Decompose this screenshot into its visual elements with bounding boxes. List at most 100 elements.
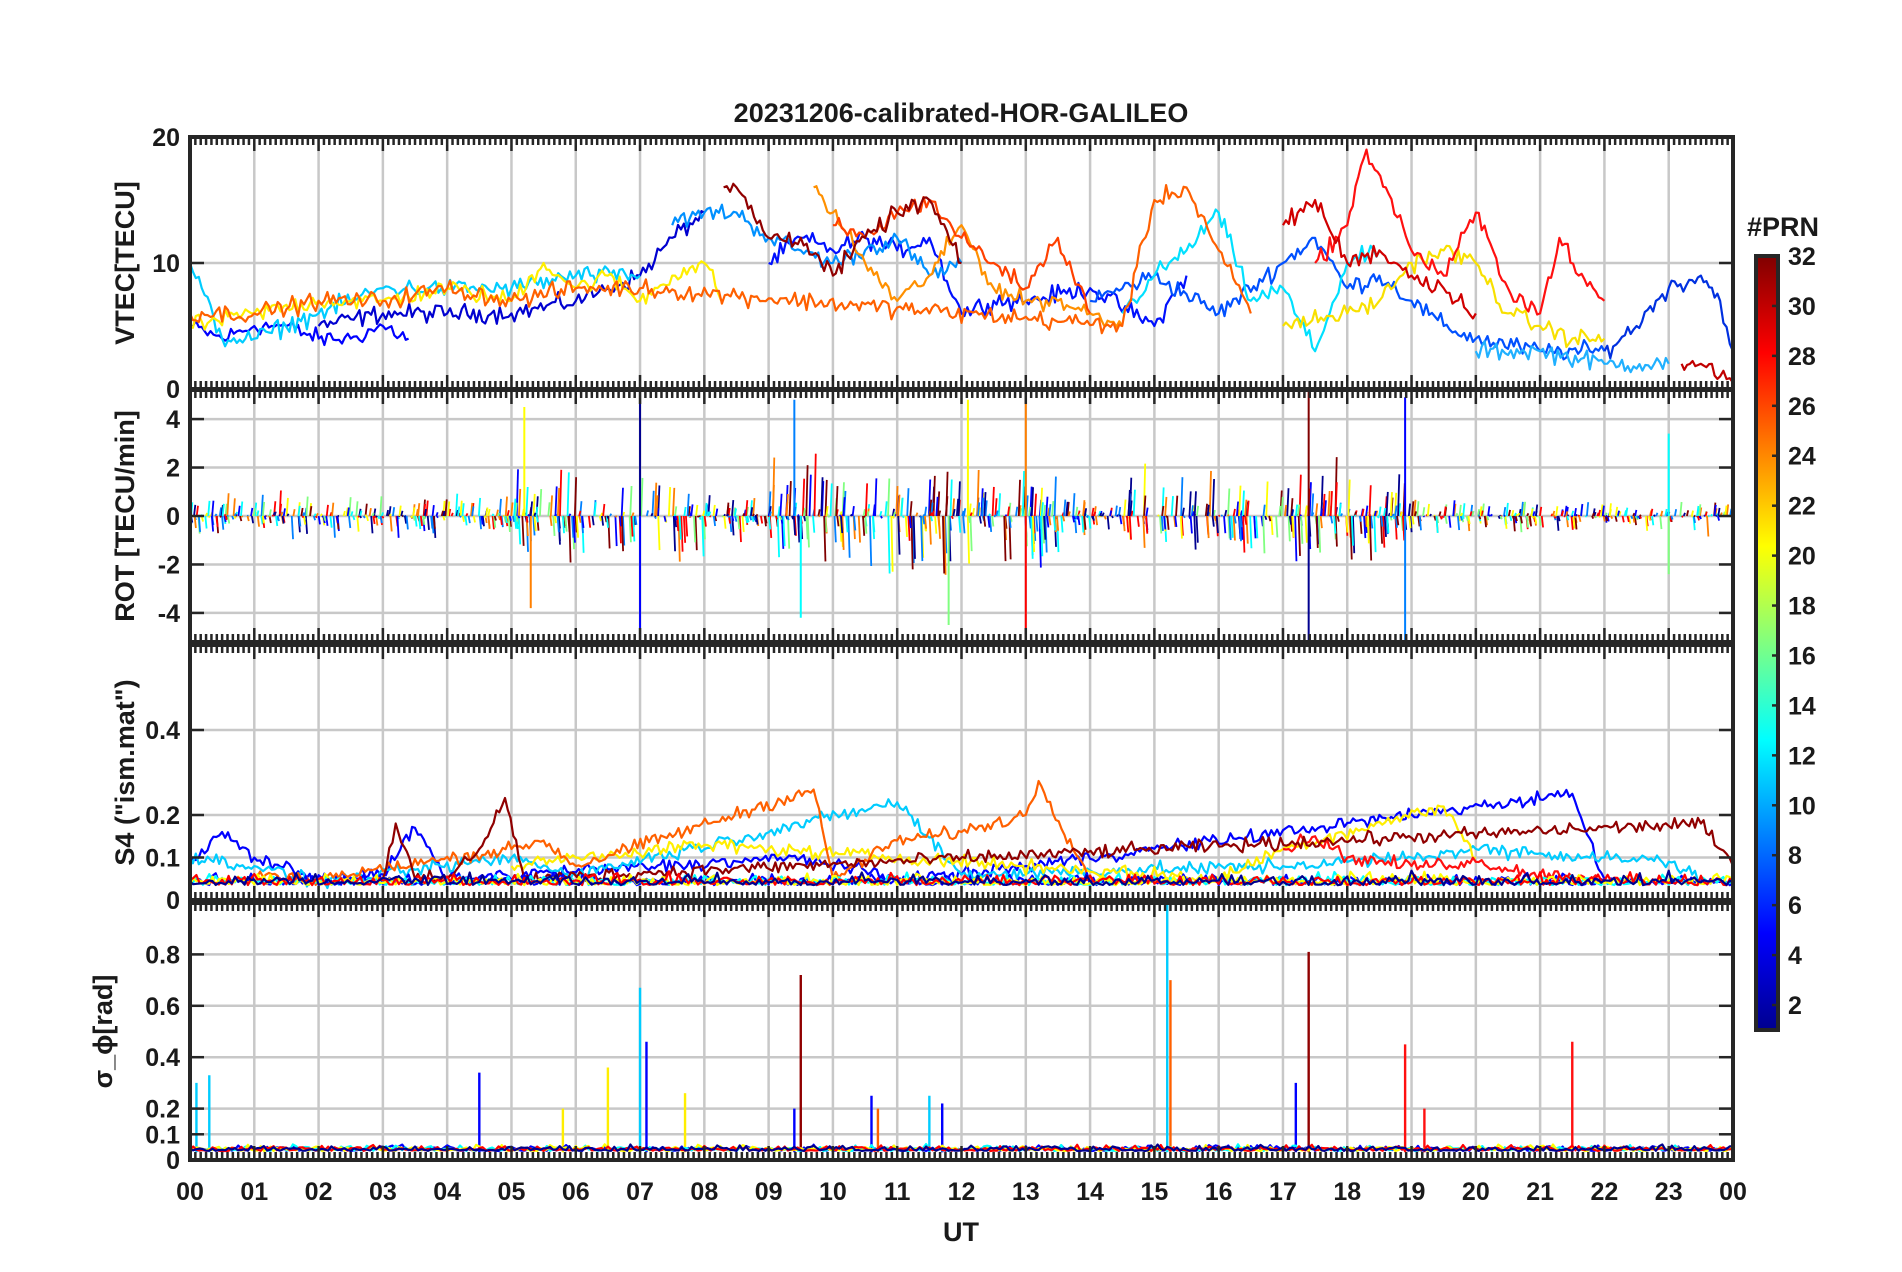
rot-sample [240, 515, 244, 518]
rot-sample [260, 515, 264, 525]
rot-sample [436, 515, 439, 519]
rot-sample [958, 515, 962, 533]
rot-sample [1484, 515, 1489, 526]
rot-sample [1123, 499, 1127, 517]
rot-sample [1136, 515, 1140, 527]
rot-sample [1044, 515, 1048, 553]
rot-sample [375, 515, 379, 526]
rot-sample [785, 515, 789, 520]
rot-sample [755, 513, 759, 517]
rot-sample [1143, 495, 1147, 517]
rot-sample [1443, 506, 1447, 517]
rot-sample [745, 500, 749, 517]
rot-sample [373, 508, 377, 517]
rot-sample [1385, 491, 1389, 517]
rot-sample [1208, 470, 1212, 517]
rot-sample [851, 506, 855, 517]
rot-sample [968, 503, 972, 517]
rot-sample [1706, 515, 1710, 537]
series-line [671, 203, 963, 279]
rot-sample [1382, 515, 1386, 548]
rot-sample [922, 515, 926, 525]
rot-sample [1572, 515, 1576, 529]
rot-sample [674, 506, 678, 517]
rot-sample [491, 515, 495, 530]
series-line [1282, 198, 1477, 320]
colorbar-tick-label: 8 [1788, 842, 1802, 870]
rot-sample [1323, 500, 1327, 517]
rot-sample [695, 504, 699, 517]
rot-sample [1211, 478, 1215, 517]
rot-sample [1566, 515, 1570, 521]
rot-sample [1486, 515, 1490, 521]
rot-sample [1091, 515, 1094, 518]
rot-sample [1180, 477, 1184, 517]
rot-sample [1462, 503, 1466, 517]
series-line [813, 185, 1124, 328]
rot-sample [1280, 496, 1284, 517]
rot-sample [1051, 500, 1055, 517]
rot-sample [1610, 515, 1614, 520]
rot-sample [931, 510, 935, 517]
x-tick-label: 18 [1333, 1178, 1361, 1206]
rot-sample [1664, 508, 1668, 517]
rot-sample [1413, 499, 1417, 517]
rot-sample [513, 498, 517, 517]
rot-sample [1327, 491, 1331, 517]
rot-sample [432, 515, 436, 529]
rot-sample [505, 515, 509, 524]
rot-sample [1224, 509, 1228, 517]
rot-sample [260, 494, 264, 517]
series-line [1314, 148, 1606, 316]
rot-sample [1655, 512, 1659, 517]
rot-sample [1378, 506, 1382, 517]
rot-sample [708, 511, 712, 517]
rot-sample [1190, 505, 1194, 517]
rot-sample [988, 515, 993, 532]
sigma-phi-panel: 00.10.2 0.4 0.6 0.8 σ_ϕ[rad] [88, 901, 1735, 1175]
rot-sample [1304, 515, 1308, 543]
rot-sample [372, 515, 376, 525]
rot-sample [1515, 513, 1518, 517]
rot-sample [1518, 508, 1522, 517]
rot-sample [1512, 515, 1516, 532]
rot-sample [1564, 505, 1568, 517]
rot-sample [911, 515, 915, 564]
rot-sample [568, 513, 572, 517]
rot-sample [487, 508, 491, 517]
rot-sample [508, 514, 511, 517]
rot-sample [978, 515, 982, 524]
rot-sample [513, 515, 518, 529]
rot-sample [1255, 515, 1259, 539]
rot-sample [1392, 515, 1396, 520]
rot-sample [682, 515, 687, 543]
rot-sample [1206, 504, 1210, 517]
rot-sample [733, 508, 737, 517]
rot-sample [1659, 515, 1663, 530]
rot-sample [1347, 479, 1351, 517]
rot-sample [1358, 515, 1362, 522]
rot-sample [897, 515, 901, 555]
colorbar-frame [1754, 254, 1780, 1032]
rot-sample [1692, 515, 1696, 524]
rot-sample [879, 510, 883, 517]
rot-sample [771, 484, 775, 517]
colorbar-tick-label: 28 [1788, 343, 1816, 371]
rot-sample [1091, 507, 1095, 517]
rot-sample [535, 515, 539, 523]
rot-sample [785, 494, 789, 517]
rot-sample [352, 515, 356, 521]
rot-sample [677, 515, 681, 562]
rot-sample [1651, 515, 1655, 526]
rot-sample [375, 515, 378, 518]
rot-sample [714, 515, 718, 522]
rot-sample [507, 515, 511, 533]
series-line [832, 196, 1092, 314]
rot-sample [450, 512, 454, 517]
rot-sample [1376, 515, 1380, 519]
rot-sample [1244, 515, 1248, 525]
rot-sample [942, 515, 946, 574]
rot-sample [1698, 515, 1702, 520]
rot-sample [823, 515, 827, 562]
